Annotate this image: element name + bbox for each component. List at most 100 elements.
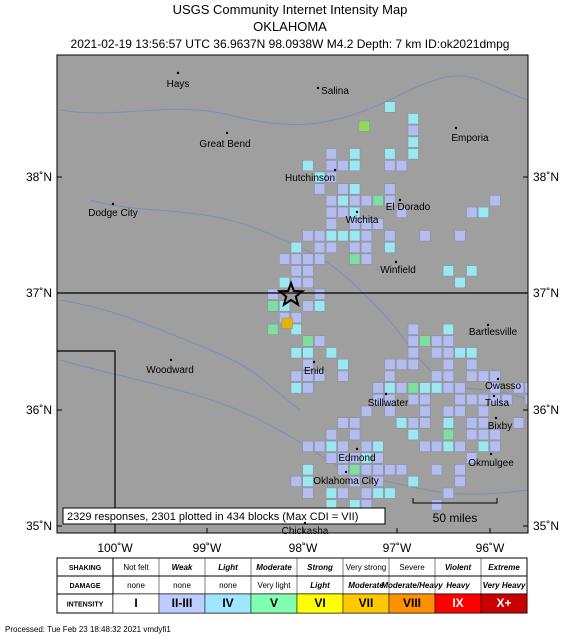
intensity-block [290,253,302,265]
intensity-block [419,405,431,417]
intensity-block [360,253,372,265]
intensity-block [325,241,337,253]
intensity-block [384,195,396,207]
intensity-block [431,347,443,359]
intensity-block [466,358,478,370]
intensity-block [360,464,372,476]
intensity-block [337,487,349,499]
intensity-block [314,440,326,452]
intensity-block [419,230,431,242]
intensity-block [290,382,302,394]
shaking-label: Violent [445,563,472,572]
city-marker [486,323,490,327]
intensity-block [454,440,466,452]
intensity-block [384,160,396,172]
intensity-block [407,113,419,125]
intensity-block [466,394,478,406]
intensity-block [466,206,478,218]
city-marker [489,452,493,456]
intensity-block [302,160,314,172]
intensity-label: I [134,596,137,610]
river [59,75,528,125]
intensity-block [466,347,478,359]
city-label: Bixby [488,421,512,432]
intensity-block [302,475,314,487]
intensity-block [396,382,408,394]
lon-label: 100˚W [97,541,133,555]
intensity-label: IX [452,596,463,610]
intensity-block [302,265,314,277]
lon-label: 96˚W [476,541,505,555]
city-marker [344,470,348,474]
city-label: Stillwater [368,398,409,409]
intensity-label: II-III [172,596,193,610]
intensity-block [407,136,419,148]
intensity-block [384,241,396,253]
intensity-block [396,417,408,429]
intensity-block [442,370,454,382]
intensity-block [477,370,489,382]
lon-label: 98˚W [289,541,318,555]
shaking-label: Light [218,563,238,572]
intensity-label: IV [222,596,233,610]
intensity-block [466,417,478,429]
intensity-block [325,230,337,242]
city-marker [303,521,307,525]
city-marker [494,416,498,420]
intensity-block [396,160,408,172]
intensity-block [302,440,314,452]
intensity-block [489,440,501,452]
intensity-block [302,370,314,382]
intensity-block [279,277,291,289]
damage-label: Very Heavy [483,581,526,590]
city-label: Enid [304,366,324,377]
intensity-block [431,440,443,452]
summary: 2329 responses, 2301 plotted in 434 bloc… [67,511,358,523]
intensity-block [314,230,326,242]
intensity-block [501,394,513,406]
intensity-block [384,358,396,370]
intensity-block [454,475,466,487]
summary-box [62,507,386,525]
city-marker [394,260,398,264]
intensity-block [372,452,384,464]
lat-label: 36˚N [26,403,52,417]
intensity-label: X+ [496,596,511,610]
intensity-block [337,230,349,242]
intensity-block [407,124,419,136]
intensity-block [290,323,302,335]
intensity-block [302,358,314,370]
intensity-block [513,417,525,429]
lon-label: 99˚W [193,541,222,555]
intensity-block [372,464,384,476]
city-marker [355,210,359,214]
intensity-block [290,475,302,487]
intensity-block [419,382,431,394]
lat-label: 38˚N [533,170,559,184]
intensity-block [477,440,489,452]
intensity-block [325,487,337,499]
intensity-block [360,440,372,452]
lat-label: 37˚N [533,286,559,300]
intensity-block [384,101,396,113]
shaking-label: Not felt [123,563,149,572]
intensity-block [442,417,454,429]
intensity-block [477,429,489,441]
intensity-block [372,218,384,230]
epicenter [276,280,306,308]
intensity-block [302,464,314,476]
intensity-block [290,265,302,277]
intensity-block [372,195,384,207]
intensity-block [349,417,361,429]
city-marker [312,360,316,364]
city-marker [225,131,229,135]
intensity-block [302,277,314,289]
city-label: Great Bend [199,139,250,150]
intensity-block [337,370,349,382]
intensity-block [314,241,326,253]
title: USGS Community Internet Intensity Map [173,2,408,17]
intensity-block [419,417,431,429]
intensity-block [349,253,361,265]
city-label: Emporia [451,133,489,144]
